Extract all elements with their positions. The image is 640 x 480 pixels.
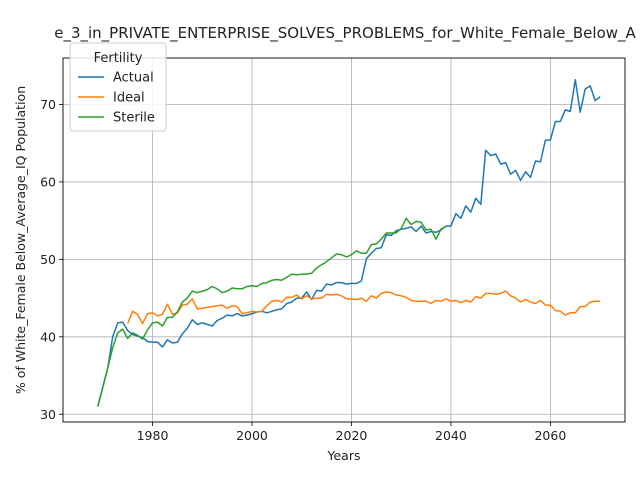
chart-title: e_3_in_PRIVATE_ENTERPRISE_SOLVES_PROBLEM… [54,24,636,43]
x-tick-label: 1980 [137,428,169,443]
series-line-sterile [97,217,447,407]
x-tick-label: 2060 [534,428,566,443]
y-tick-label: 50 [40,252,56,267]
y-axis-label: % of White_Female Below_Average_IQ Popul… [13,86,28,394]
series-line-ideal [127,290,601,325]
y-tick-label: 70 [40,97,56,112]
legend-label-actual: Actual [113,71,154,86]
series-line-actual [97,78,601,407]
x-tick-label: 2000 [236,428,268,443]
legend-label-ideal: Ideal [113,91,145,106]
legend-label-sterile: Sterile [113,111,155,126]
y-tick-label: 30 [40,407,56,422]
legend-box [69,42,167,132]
legend-title: Fertility [94,51,143,66]
x-axis-label: Years [327,448,361,463]
series-lines [97,78,601,407]
x-tick-label: 2040 [435,428,467,443]
axis-ticks: 1980 2000 2020 2040 2060 30 40 50 60 70 [40,97,566,443]
grid [63,58,625,422]
legend: Fertility Actual Ideal Sterile [69,42,167,132]
y-tick-label: 60 [40,174,56,189]
x-tick-label: 2020 [336,428,368,443]
y-tick-label: 40 [40,329,56,344]
plot-area-frame [62,57,626,423]
